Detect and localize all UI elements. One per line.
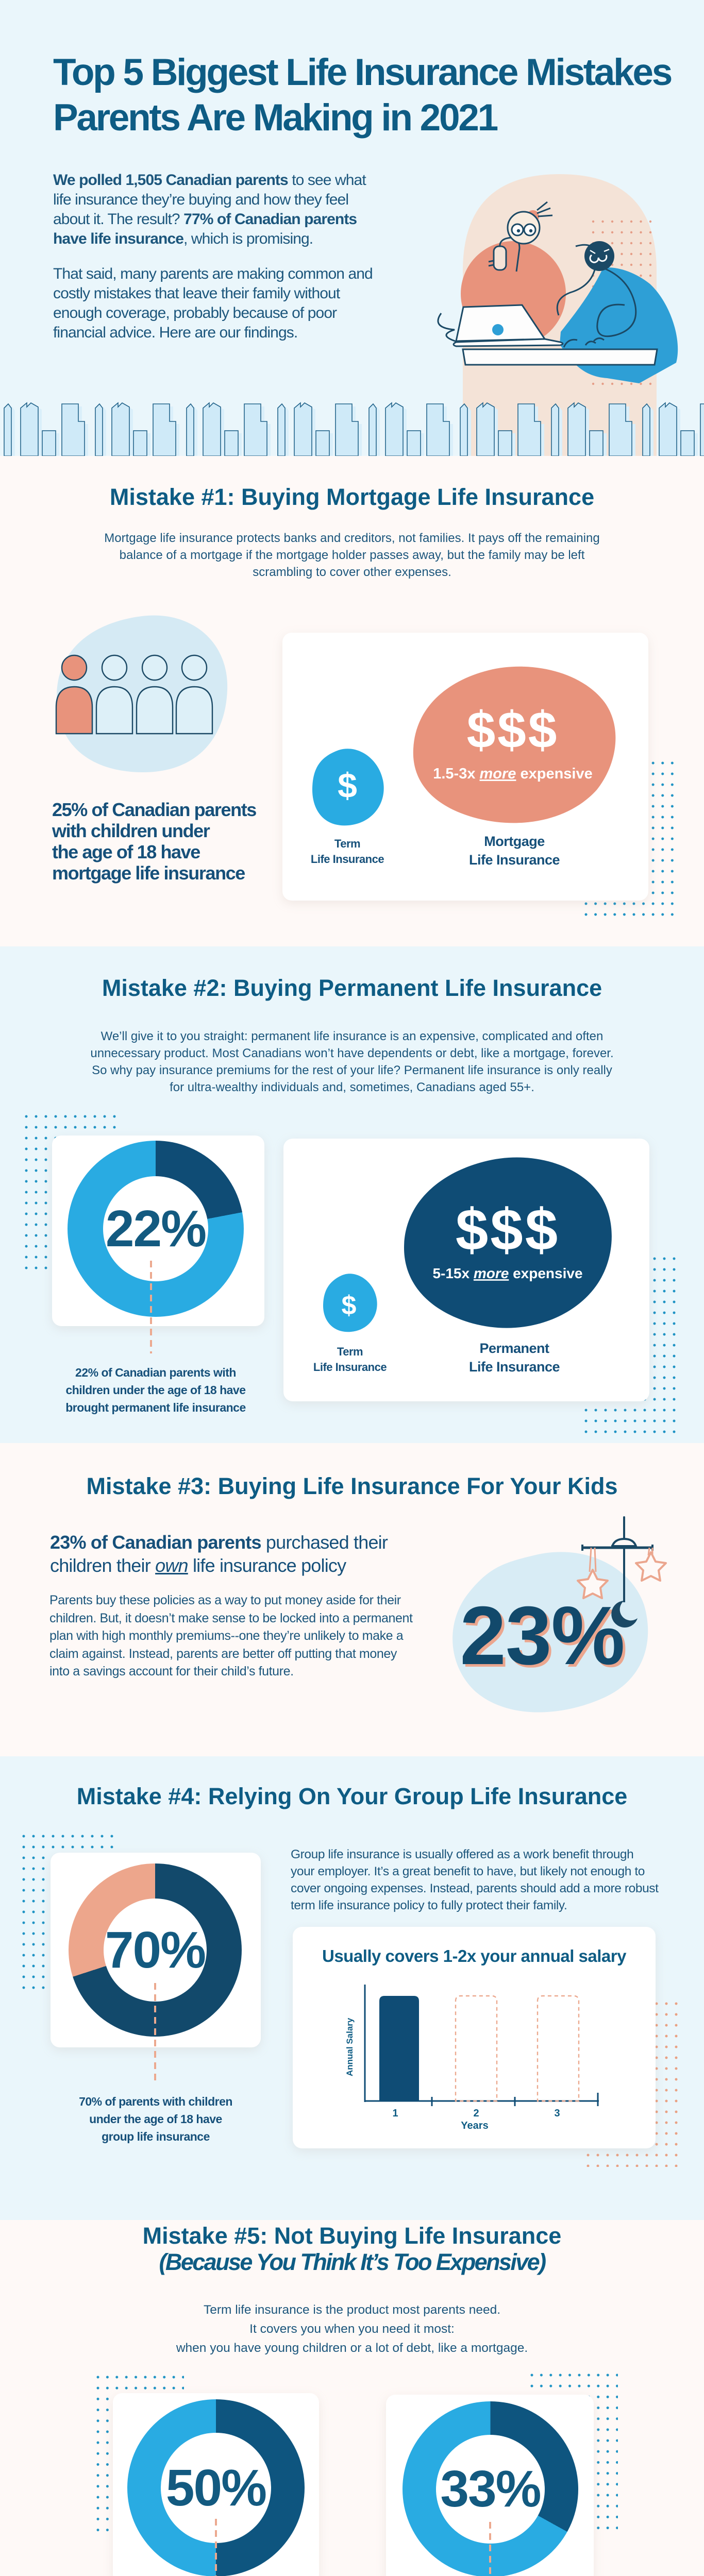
svg-text:1.5-3x more expensive: 1.5-3x more expensive: [433, 766, 593, 782]
svg-text:$: $: [338, 766, 357, 805]
svg-text:Years: Years: [461, 2120, 488, 2131]
svg-text:3: 3: [554, 2108, 560, 2119]
svg-text:$$$: $$$: [467, 701, 559, 759]
svg-text:1: 1: [392, 2108, 398, 2119]
svg-text:$$$: $$$: [456, 1197, 560, 1263]
svg-text:5-15x more expensive: 5-15x more expensive: [432, 1265, 582, 1281]
svg-text:23%: 23%: [460, 1589, 624, 1682]
svg-text:23%: 23%: [462, 1592, 627, 1685]
svg-text:Usually covers 1-2x your annua: Usually covers 1-2x your annual salary: [322, 1946, 627, 1965]
svg-text:Annual Salary: Annual Salary: [345, 2018, 355, 2076]
svg-text:2: 2: [473, 2108, 479, 2119]
svg-text:$: $: [342, 1291, 357, 1320]
